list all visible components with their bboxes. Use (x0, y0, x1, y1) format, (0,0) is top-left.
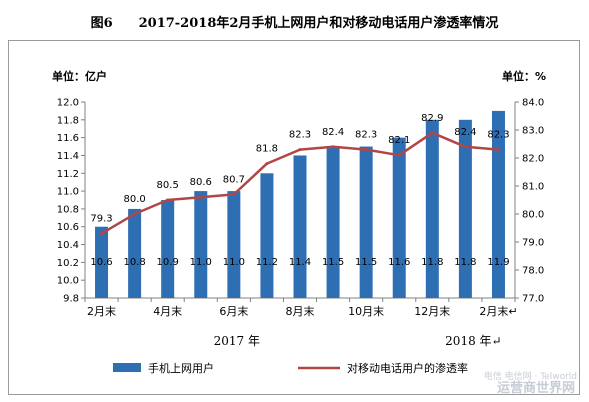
bar-value-label: 11.2 (256, 257, 278, 268)
line-point (298, 148, 302, 152)
right-axis-tick-label: 82.0 (522, 154, 544, 165)
line-value-label: 82.4 (454, 127, 476, 138)
right-axis-tick-label: 83.0 (522, 126, 544, 137)
left-axis-tick-label: 11.0 (57, 187, 79, 198)
bar-value-label: 11.8 (421, 257, 443, 268)
bar-value-label: 11.8 (454, 257, 476, 268)
bar-value-label: 11.6 (388, 257, 410, 268)
bar-value-label: 11.0 (223, 257, 245, 268)
line-value-label: 80.0 (123, 194, 145, 205)
line-point (463, 145, 467, 149)
x-axis-tick-label: 2月末↵ (479, 304, 517, 318)
bar (128, 208, 142, 298)
bar (293, 155, 307, 298)
bar-value-label: 11.5 (355, 257, 377, 268)
legend-bar-swatch (113, 363, 141, 372)
bar (227, 191, 241, 298)
right-axis-tick-label: 78.0 (522, 266, 544, 277)
bar-value-label: 10.9 (157, 257, 179, 268)
x-axis-tick-label: 2月末 (87, 304, 116, 318)
left-axis-tick-label: 10.4 (57, 240, 79, 251)
x-axis-tick-label: 6月末 (219, 304, 248, 318)
line-value-label: 82.1 (388, 135, 410, 146)
x-axis-tick-label: 8月末 (286, 304, 315, 318)
line-value-label: 80.7 (223, 174, 245, 185)
bar (161, 200, 175, 298)
right-axis-tick-label: 79.0 (522, 238, 544, 249)
left-axis-tick-label: 9.8 (63, 294, 79, 305)
line-value-label: 82.9 (421, 113, 443, 124)
line-point (199, 195, 203, 199)
line-value-label: 82.3 (355, 130, 377, 141)
right-axis-tick-label: 81.0 (522, 182, 544, 193)
line-point (397, 153, 401, 157)
legend-bar-label: 手机上网用户 (148, 361, 214, 375)
watermark-line2: 运营商世界网 (496, 381, 575, 396)
bar (194, 191, 208, 298)
left-axis-tick-label: 10.0 (57, 276, 79, 287)
bar (260, 173, 274, 298)
bar (95, 226, 109, 298)
chart-frame (8, 40, 580, 395)
left-axis-tick-label: 12.0 (57, 98, 79, 109)
left-axis-unit-label: 单位：亿户 (52, 69, 107, 83)
left-axis-tick-label: 11.4 (57, 151, 79, 162)
line-point (166, 198, 170, 202)
bar (326, 146, 340, 298)
right-axis-tick-label: 80.0 (522, 210, 544, 221)
left-axis-tick-label: 11.2 (57, 169, 79, 180)
line-point (331, 145, 335, 149)
line-value-label: 82.4 (322, 127, 344, 138)
left-axis-tick-label: 10.2 (57, 258, 79, 269)
right-axis-unit-label: 单位：% (502, 69, 546, 83)
legend-line-label: 对移动电话用户的渗透率 (347, 361, 468, 375)
year-label: 2018 年↵ (445, 334, 501, 348)
x-axis-tick-label: 4月末 (153, 304, 182, 318)
line-value-label: 81.8 (256, 144, 278, 155)
left-axis-tick-label: 11.8 (57, 115, 79, 126)
line-point (232, 192, 236, 196)
line-point (430, 131, 434, 135)
left-axis-tick-label: 10.6 (57, 222, 79, 233)
year-label: 2017 年 (214, 334, 260, 348)
line-point (265, 162, 269, 166)
x-axis-tick-label: 10月末 (348, 304, 384, 318)
bar (359, 146, 373, 298)
x-axis-tick-label: 12月末 (414, 304, 450, 318)
bar-value-label: 10.8 (123, 257, 145, 268)
line-point (100, 232, 104, 236)
line-value-label: 79.3 (90, 214, 112, 225)
right-axis-tick-label: 77.0 (522, 294, 544, 305)
bar-value-label: 10.6 (90, 257, 112, 268)
bar-value-label: 11.0 (190, 257, 212, 268)
line-point (496, 148, 500, 152)
bar (491, 110, 505, 298)
bar (392, 137, 406, 298)
bar (458, 119, 472, 299)
line-point (364, 148, 368, 152)
bar-value-label: 11.9 (487, 257, 509, 268)
bar-value-label: 11.4 (289, 257, 311, 268)
watermark-line1: 电信 电信网 · Telworld (483, 372, 577, 382)
figure-title: 图6 2017-2018年2月手机上网用户和对移动电话用户渗透率情况 (90, 16, 499, 31)
left-axis-tick-label: 10.8 (57, 204, 79, 215)
line-value-label: 80.5 (157, 180, 179, 191)
line-point (133, 212, 137, 216)
bar-value-label: 11.5 (322, 257, 344, 268)
line-value-label: 82.3 (289, 130, 311, 141)
right-axis-tick-label: 84.0 (522, 98, 544, 109)
line-value-label: 82.3 (487, 130, 509, 141)
bar (425, 119, 439, 299)
left-axis-tick-label: 11.6 (57, 133, 79, 144)
line-value-label: 80.6 (190, 177, 212, 188)
